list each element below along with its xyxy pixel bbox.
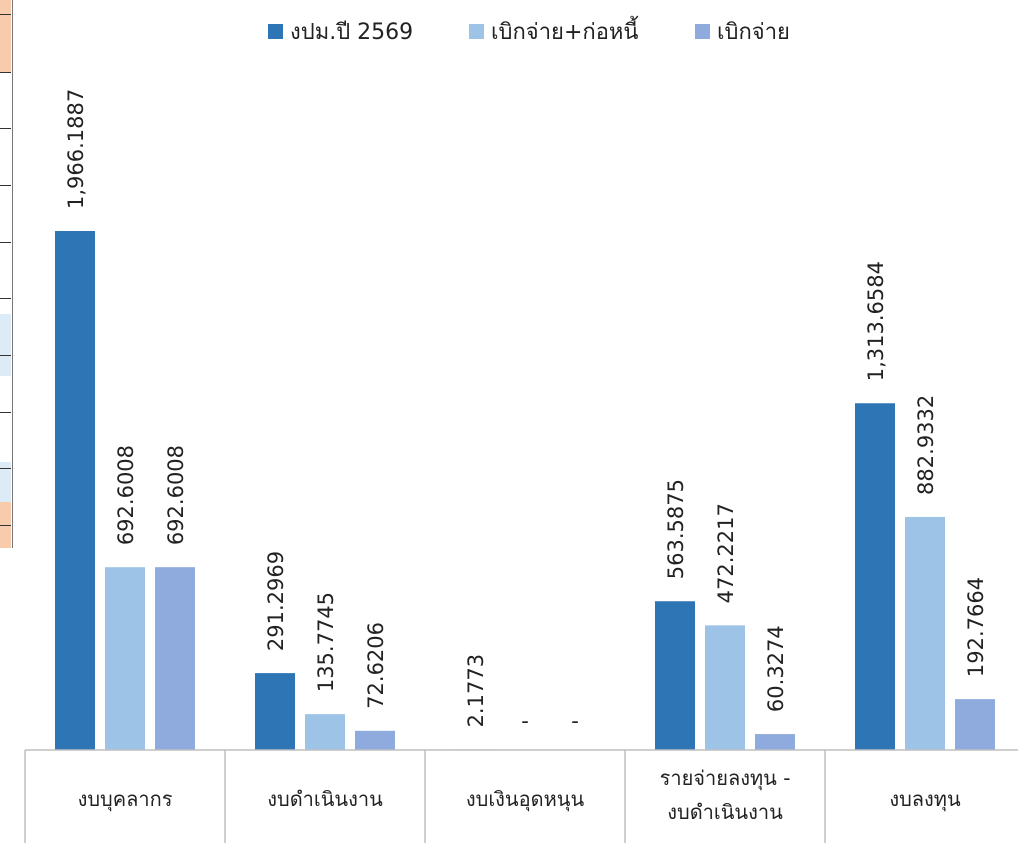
value-labels-group: 1,966.1887 692.6008 692.6008 291.2969 135.77… <box>64 89 988 733</box>
spreadsheet-cell-strip <box>0 0 13 548</box>
bar-2-series-3 <box>355 730 395 750</box>
bar-5-series-2 <box>905 516 945 750</box>
value-label-1-series-3: 692.6008 <box>164 445 188 545</box>
value-label-3-series-1: 2.1773 <box>464 654 488 727</box>
bar-1-series-3 <box>155 567 195 750</box>
legend-swatch-2 <box>469 24 484 39</box>
legend-swatch-1 <box>268 24 283 39</box>
value-label-3-series-2: - <box>521 709 529 733</box>
value-label-2-series-2: 135.7745 <box>314 592 338 692</box>
bar-1-series-1 <box>55 231 95 750</box>
value-label-4-series-2: 472.2217 <box>714 503 738 603</box>
category-label-4: รายจ่ายลงทุน -งบดำเนินงาน <box>660 766 791 824</box>
bar-2-series-2 <box>305 714 345 750</box>
legend-label-2: เบิกจ่าย+ก่อหนี้ <box>491 16 639 45</box>
bar-2-series-1 <box>255 673 295 750</box>
value-label-4-series-1: 563.5875 <box>664 479 688 579</box>
bar-5-series-3 <box>955 699 995 750</box>
category-table: งบบุคลากร งบดำเนินงาน งบเงินอุดหนุน รายจ่าย… <box>24 749 1018 843</box>
legend-label-3: เบิกจ่าย <box>717 20 790 45</box>
legend-label-1: งปม.ปี 2569 <box>290 20 413 45</box>
category-label-1: งบบุคลากร <box>78 787 173 812</box>
bar-4-series-2 <box>705 625 745 750</box>
value-label-5-series-3: 192.7664 <box>964 577 988 677</box>
bar-1-series-2 <box>105 567 145 750</box>
value-label-5-series-2: 882.9332 <box>914 395 938 495</box>
bar-5-series-1 <box>855 403 895 750</box>
value-label-1-series-2: 692.6008 <box>114 445 138 545</box>
value-label-2-series-3: 72.6206 <box>364 622 388 709</box>
category-label-2: งบดำเนินงาน <box>267 787 383 811</box>
bar-4-series-3 <box>755 734 795 750</box>
bars-group <box>55 231 995 750</box>
value-label-1-series-1: 1,966.1887 <box>64 89 88 209</box>
category-label-3: งบเงินอุดหนุน <box>466 787 585 812</box>
value-label-2-series-1: 291.2969 <box>264 551 288 651</box>
value-label-4-series-3: 60.3274 <box>764 625 788 712</box>
bar-4-series-1 <box>655 601 695 750</box>
category-label-5: งบลงทุน <box>889 787 961 812</box>
legend-swatch-3 <box>695 24 710 39</box>
value-label-5-series-1: 1,313.6584 <box>864 261 888 381</box>
legend: งปม.ปี 2569 เบิกจ่าย+ก่อหนี้ เบิกจ่าย <box>268 16 790 45</box>
value-label-3-series-3: - <box>571 709 579 733</box>
